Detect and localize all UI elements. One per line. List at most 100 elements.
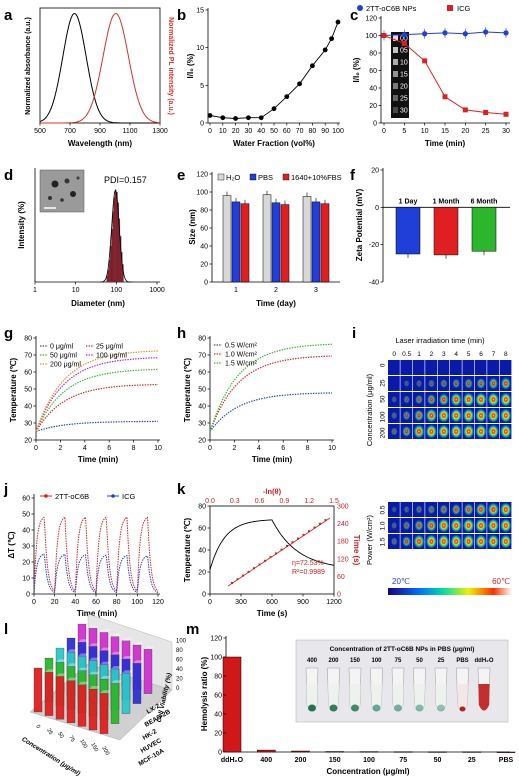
panel-g-ytick-label-0: 20	[24, 438, 32, 445]
panel-i-conc-cell-spot-2-4	[439, 393, 449, 406]
panel-m-tube-liquid-5	[414, 684, 425, 711]
panel-m-category-8: PBS	[499, 757, 514, 764]
panel-m-bar-7	[462, 751, 481, 753]
panel-m-marks: ddH₂O 400 200 150 100 75 50 25 PBS	[221, 656, 516, 764]
panel-i-conc-cell-bg-0-8	[487, 360, 499, 375]
panel-l-bar-top-1-5	[100, 676, 111, 679]
panel-j-xtick-label-1: 20	[51, 599, 59, 606]
panel-a-marks	[39, 12, 161, 124]
panel-c-inset-time-0: 00	[400, 36, 408, 43]
panel-c-xtick-label-0: 0	[382, 128, 386, 135]
panel-i-title: Laser irradiation time (min)	[395, 336, 485, 345]
panel-h-xlabel: Time (min)	[252, 455, 293, 464]
panel-j-legend-marker-0	[44, 494, 48, 498]
panel-b-point-11	[335, 19, 341, 25]
panel-l-bar-top-2-3	[89, 657, 100, 661]
panel-h-xtick-label-2: 4	[257, 445, 261, 452]
panel-b-xtick-label-7: 70	[296, 128, 304, 135]
panel-l-bar-top-2-2	[78, 653, 89, 657]
panel-a-xtick-label-1: 700	[64, 128, 76, 135]
panel-l-bar-top-0-4	[78, 681, 89, 685]
panel-a: 500 700 900 1100 1300 Wavelength (nm) Normal…	[25, 7, 174, 148]
panel-i-power-cell-spot-2-9	[500, 535, 511, 548]
panel-k-toptick-label-4: 1.2	[304, 498, 314, 505]
panel-b-ytick-label-2: 10	[196, 45, 204, 52]
panel-g-legend-0: 0 μg/ml	[50, 344, 74, 351]
panel-k-xtick-label-4: 1200	[326, 599, 342, 606]
panel-l-bar-0-5	[88, 688, 98, 731]
panel-d-marks	[100, 188, 132, 283]
panel-l-bar-top-0-0	[34, 665, 45, 668]
panel-l-ztick-0: 0	[176, 686, 180, 692]
panel-i-power-cell-spot-2-6	[463, 535, 474, 548]
panel-i-conc-cell-spot-1-5	[452, 378, 460, 389]
panel-m-xlabel: Concentration (μg/ml)	[326, 767, 409, 776]
panel-j-label: j	[3, 481, 8, 498]
panel-c-point-1-0	[381, 33, 387, 38]
panel-c-legend-marker-0	[357, 5, 363, 11]
panel-f-ylabel: Zeta Potential (mV)	[355, 188, 364, 261]
panel-c-ylabel: I/I₀ (%)	[352, 57, 361, 82]
panel-h-xtick-label-5: 10	[328, 445, 336, 452]
panel-j-ytick-label-0: 0	[26, 592, 30, 599]
panel-e-bar-0-2	[240, 203, 250, 283]
panel-i-conc-cell-bg-0-0	[388, 360, 400, 375]
panel-i-conc-row-label-4: 200	[380, 427, 387, 438]
panel-l-bar-top-3-2	[89, 643, 100, 647]
panel-e-bar-1-0	[262, 194, 272, 283]
panel-m-ylabel: Hemolysis ratio (%)	[200, 657, 209, 732]
panel-g-ytick-label-4: 60	[24, 370, 32, 377]
panel-l-bar-0-1	[44, 672, 54, 716]
panel-c-point-0-3	[442, 30, 448, 36]
panel-i: Laser irradiation time (min) 0 0.5 1 2 3 4 5 6 7…	[365, 336, 512, 595]
panel-e-ylabel: Size (nm)	[188, 209, 197, 245]
panel-h-legend-1: 1.0 W/cm²	[225, 352, 258, 359]
panel-j: 0 20 40 60 80 100 120 0 10 20 30 40 50 60 2TT-oC6B IC…	[7, 492, 164, 618]
panel-c-inset-time-5: 25	[400, 96, 408, 103]
panel-d-xtick-label-1: 10	[72, 287, 80, 294]
panel-d-fit-line	[100, 188, 132, 283]
panel-e-ytick-label-5: 100	[196, 190, 208, 197]
panel-h-series-2	[209, 343, 333, 432]
panel-j-ytick-label-4: 40	[22, 528, 30, 535]
panel-i-conc-label: Concentration (μg/ml)	[365, 373, 374, 446]
panel-i-time-4: 3	[442, 351, 446, 358]
panel-l-bar-top-4-2	[100, 629, 111, 633]
panel-m-tube-label-2: 150	[350, 658, 361, 664]
panel-i-conc-cell-spot-2-3	[427, 394, 436, 405]
panel-j-xtick-label-0: 0	[32, 599, 36, 606]
panel-f-ytick-label-3: 20	[371, 168, 379, 175]
panel-b-point-6	[284, 94, 290, 100]
panel-b-point-4	[258, 115, 264, 121]
panel-h-ytick-label-2: 40	[198, 404, 206, 411]
panel-d-ylabel: Intensity (%)	[17, 201, 26, 249]
panel-m-bar-1	[257, 749, 276, 753]
panel-i-conc-cell-bg-0-1	[400, 360, 413, 375]
panel-i-power-row-label-0: 0.5	[380, 505, 387, 514]
panel-h-ytick-label-0: 20	[198, 438, 206, 445]
panel-g-series-2	[35, 368, 159, 432]
panel-i-power-cell-spot-2-7	[475, 535, 487, 548]
panel-l-bar-top-3-3	[100, 647, 111, 651]
panel-k-rtick-label-3: 180	[337, 539, 349, 546]
panel-i-conc-cell-bg-0-5	[450, 360, 462, 375]
panel-g-xtick-label-5: 10	[154, 445, 162, 452]
panel-b-point-5	[271, 106, 277, 112]
panel-k-marks	[209, 517, 335, 587]
panel-g-xtick-label-2: 4	[83, 445, 87, 452]
panel-h-xtick-label-4: 8	[306, 445, 310, 452]
panel-b-ytick-label-3: 15	[196, 8, 204, 15]
panel-k-fit-point-5	[258, 563, 261, 566]
panel-h-xtick-label-3: 6	[281, 445, 285, 452]
panel-k-toptick-label-3: 0.9	[280, 498, 290, 505]
panel-j-legend-1: ICG	[122, 492, 136, 501]
panel-k-ylabel: Temperature (℃)	[183, 517, 192, 582]
panel-d-xtick-label-3: 1000	[149, 287, 165, 294]
panel-e-marks	[222, 190, 330, 283]
panel-k-toptick-label-2: 0.6	[255, 498, 265, 505]
panel-k-xtick-label-3: 900	[297, 599, 309, 606]
panel-e-legend-2: 1640+10%FBS	[291, 173, 342, 182]
panel-i-conc-cell-spot-1-8	[488, 377, 498, 390]
panel-b-point-7	[297, 81, 302, 87]
panel-f-bar-2	[471, 207, 497, 252]
